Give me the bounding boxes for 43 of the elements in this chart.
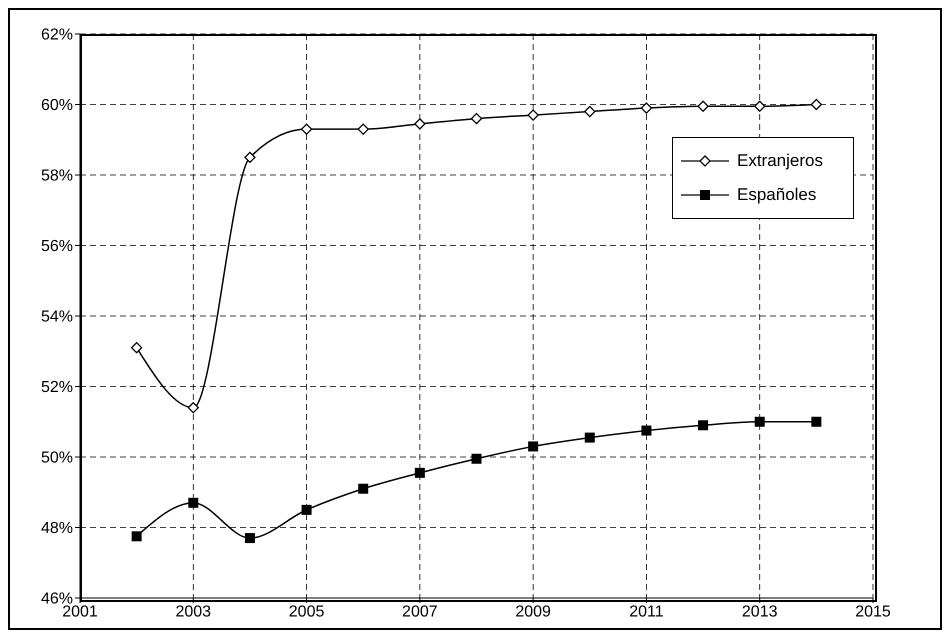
legend-label: Extranjeros: [737, 151, 823, 171]
point: [810, 98, 822, 110]
point: [754, 100, 766, 112]
point: [697, 100, 709, 112]
point: [754, 416, 765, 427]
x-tick-label: 2011: [629, 603, 664, 620]
point: [641, 426, 652, 436]
point: [244, 533, 255, 544]
x-tick-label: 2013: [742, 603, 778, 620]
point: [188, 498, 198, 508]
y-tick-label: 54%: [40, 308, 73, 326]
point: [358, 124, 369, 135]
legend-label: Españoles: [737, 185, 816, 205]
point: [528, 441, 538, 452]
point: [470, 112, 482, 124]
y-tick-label: 56%: [40, 238, 73, 256]
point: [302, 504, 312, 515]
x-tick-label: 2015: [855, 603, 891, 620]
y-tick-label: 52%: [40, 379, 73, 396]
point: [811, 416, 822, 427]
point: [244, 152, 256, 164]
point: [414, 468, 425, 478]
point: [584, 432, 595, 443]
x-tick-label: 2007: [402, 603, 438, 620]
y-tick-label: 50%: [40, 450, 73, 467]
point: [188, 402, 199, 414]
point: [640, 102, 652, 114]
x-tick-label: 2005: [288, 603, 324, 620]
point: [132, 531, 142, 542]
point: [130, 342, 142, 354]
point: [698, 420, 708, 430]
y-tick-label: 62%: [40, 26, 73, 44]
x-tick-label: 2003: [175, 603, 212, 620]
point: [584, 106, 596, 118]
point: [414, 118, 426, 130]
x-tick-label: 2009: [515, 603, 552, 620]
point: [527, 109, 539, 121]
y-tick-label: 58%: [40, 168, 73, 185]
point: [300, 124, 312, 135]
y-tick-label: 48%: [40, 520, 73, 538]
point: [358, 484, 368, 494]
y-tick-label: 60%: [40, 97, 73, 114]
point: [472, 454, 482, 464]
